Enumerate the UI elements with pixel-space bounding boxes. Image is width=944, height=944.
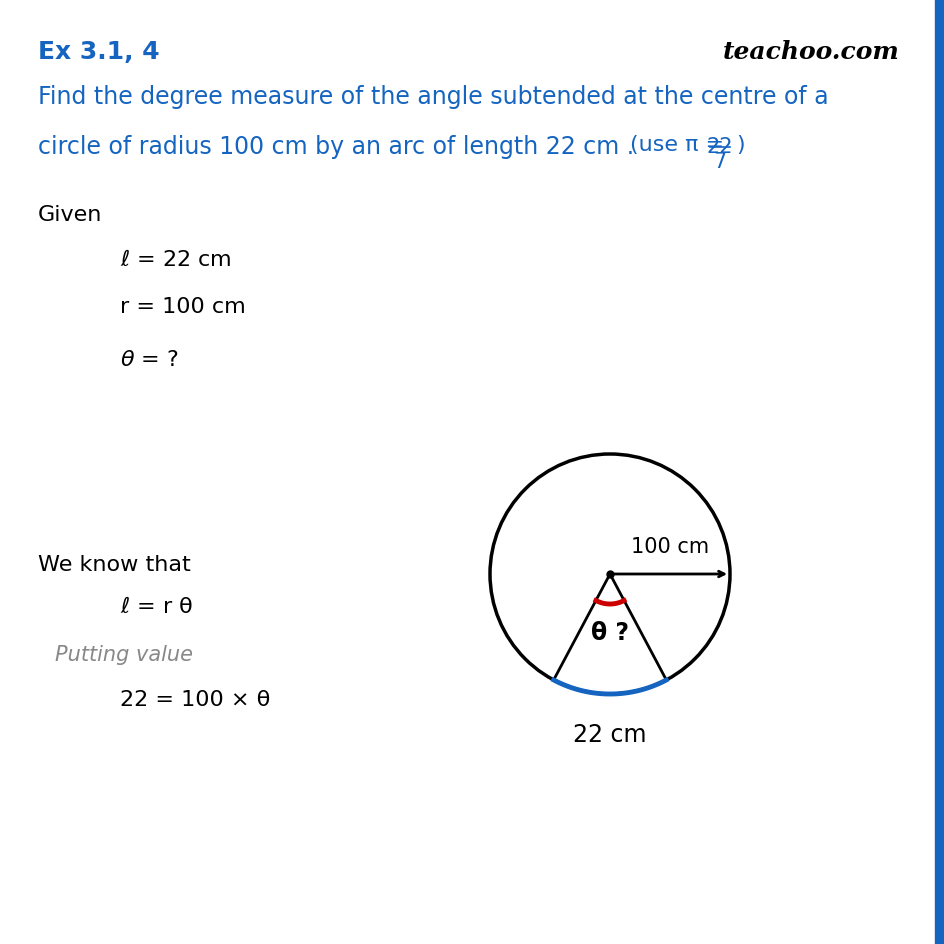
Text: circle of radius 100 cm by an arc of length 22 cm .: circle of radius 100 cm by an arc of len…	[38, 135, 633, 159]
Text: θ ?: θ ?	[590, 620, 629, 644]
Text: Ex 3.1, 4: Ex 3.1, 4	[38, 40, 160, 64]
Text: teachoo.com: teachoo.com	[722, 40, 899, 64]
Text: Putting value: Putting value	[55, 645, 193, 665]
Text: $\ell$ = 22 cm: $\ell$ = 22 cm	[120, 250, 231, 270]
Text: 22 cm: 22 cm	[573, 722, 646, 746]
Text: $\ell$ = r θ: $\ell$ = r θ	[120, 597, 193, 616]
Text: 22: 22	[706, 137, 733, 157]
Text: Find the degree measure of the angle subtended at the centre of a: Find the degree measure of the angle sub…	[38, 85, 828, 109]
Text: Given: Given	[38, 205, 102, 225]
Text: 22 = 100 × θ: 22 = 100 × θ	[120, 689, 270, 709]
Text: 7: 7	[713, 152, 726, 172]
Text: 100 cm: 100 cm	[631, 536, 708, 556]
Bar	[934, 0, 942, 944]
Text: (use π =: (use π =	[630, 135, 731, 155]
Text: ): )	[735, 135, 744, 155]
Text: r = 100 cm: r = 100 cm	[120, 296, 245, 316]
Text: $\theta$ = ?: $\theta$ = ?	[120, 349, 178, 370]
Text: We know that: We know that	[38, 554, 191, 574]
